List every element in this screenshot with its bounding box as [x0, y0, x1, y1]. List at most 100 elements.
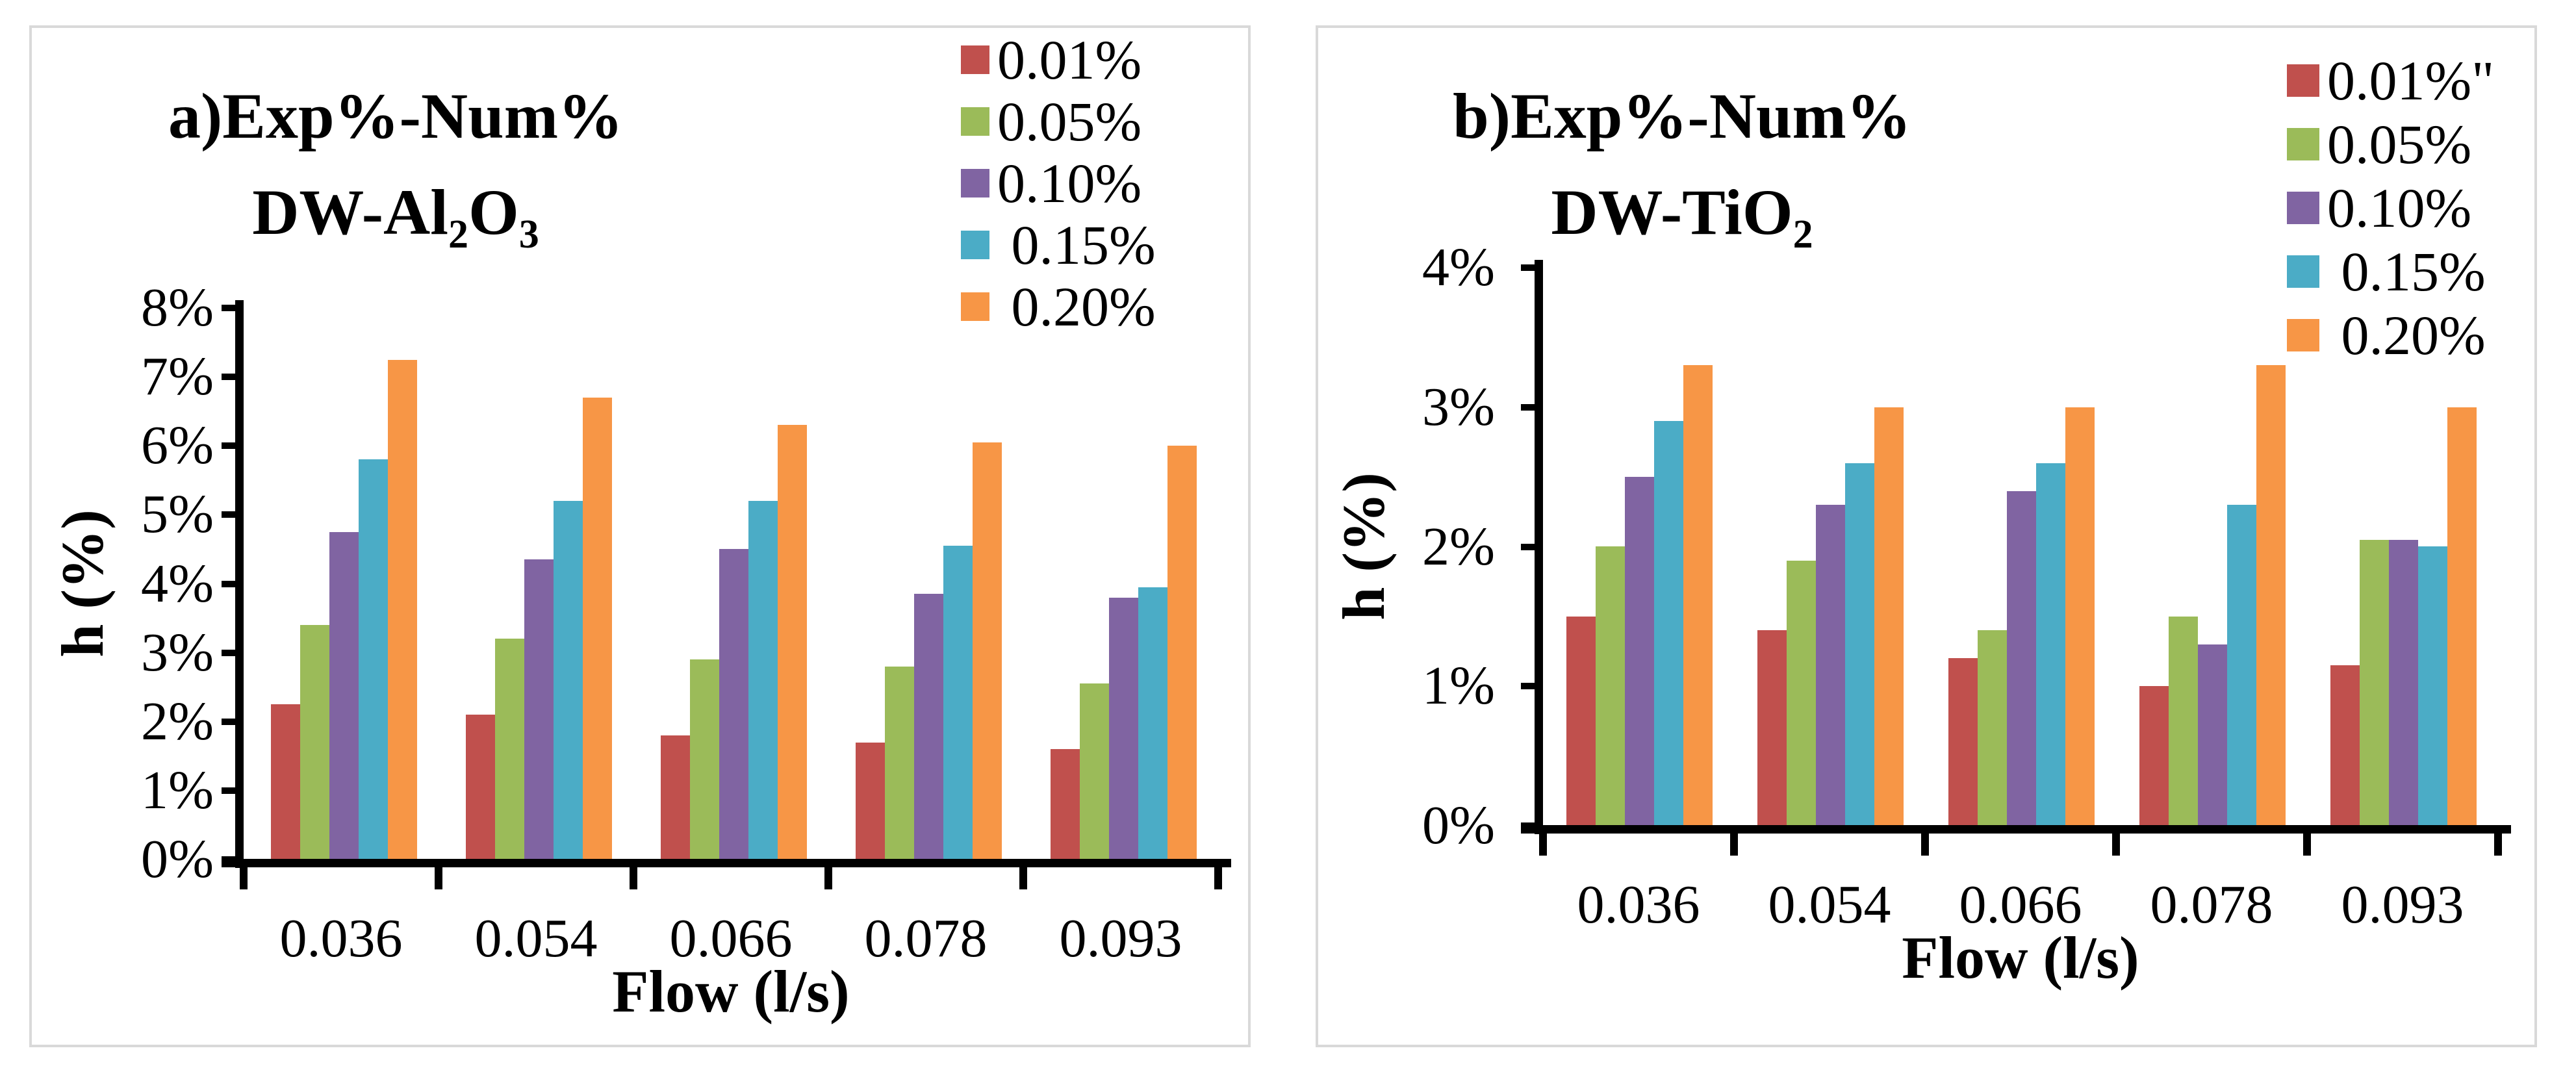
bar-0.20%-0.066: [778, 425, 807, 860]
bar-0.05%-0.093: [2360, 540, 2389, 826]
bar-0.05%-0.036: [1596, 546, 1625, 826]
bar-0.20%-0.036: [1683, 365, 1713, 826]
y-tick-4%: [1521, 264, 1543, 271]
text-run: DW-Al: [252, 176, 448, 248]
x-tick-label-0.054: 0.054: [474, 908, 598, 969]
y-tick-7%: [222, 374, 244, 380]
bar-0.05%-0.078: [2169, 617, 2198, 826]
y-tick-4%: [222, 581, 244, 587]
legend-swatch-0.20%: [961, 292, 989, 321]
y-tick-label-1%: 1%: [1422, 656, 1495, 716]
y-tick-label-2%: 2%: [1422, 516, 1495, 577]
x-tick-label-0.054: 0.054: [1768, 874, 1891, 935]
x-tick-2: [630, 866, 637, 889]
legend-swatch-0.10%: [2287, 192, 2319, 224]
bar-0.10%-0.078: [914, 594, 943, 860]
legend-label-0.01%: 0.01%": [2327, 49, 2495, 112]
subscript-text: 2: [1792, 212, 1813, 257]
x-tick-label-0.036: 0.036: [1577, 874, 1700, 935]
chart-b-x-axis-title: Flow (l/s): [1902, 924, 2139, 991]
bar-0.20%-0.078: [2256, 365, 2286, 826]
y-tick-label-7%: 7%: [141, 346, 214, 407]
bar-0.10%-0.078: [2198, 644, 2227, 826]
legend-swatch-0.15%: [2287, 255, 2319, 288]
x-tick-3: [824, 866, 832, 889]
bar-0.01%-0.078: [2139, 686, 2169, 826]
legend-label-0.15%: 0.15%: [997, 214, 1156, 276]
panel-chart-a: a)Exp%-Num% DW-Al2O3 h (%) Flow (l/s) 0%…: [29, 25, 1251, 1047]
subscript-text: 2: [448, 212, 468, 257]
bar-0.20%-0.078: [973, 442, 1002, 860]
x-tick-label-0.078: 0.078: [864, 908, 988, 969]
bar-0.01%-0.066: [1948, 658, 1978, 826]
x-axis-line: [1521, 825, 2511, 834]
bar-0.20%-0.093: [2447, 407, 2477, 826]
y-tick-label-5%: 5%: [141, 484, 214, 544]
y-tick-8%: [222, 305, 244, 311]
x-tick-4: [1019, 866, 1027, 889]
x-tick-label-0.066: 0.066: [1959, 874, 2082, 935]
bar-0.10%-0.066: [2007, 491, 2036, 826]
bar-0.05%-0.066: [1978, 630, 2007, 826]
bar-0.05%-0.054: [1787, 561, 1816, 826]
legend-label-0.20%: 0.20%: [2327, 304, 2486, 366]
bar-0.01%-0.093: [1051, 749, 1080, 860]
y-tick-0%: [222, 856, 244, 863]
bar-0.20%-0.036: [388, 360, 417, 860]
bar-0.10%-0.093: [1109, 598, 1138, 860]
x-tick-label-0.066: 0.066: [669, 908, 793, 969]
chart-a-title-line1: a)Exp%-Num%: [168, 80, 624, 152]
y-tick-label-6%: 6%: [141, 415, 214, 476]
y-tick-label-1%: 1%: [141, 760, 214, 821]
bar-0.05%-0.093: [1080, 683, 1109, 860]
bar-0.10%-0.036: [329, 532, 359, 860]
chart-a-title: a)Exp%-Num% DW-Al2O3: [38, 68, 753, 261]
y-tick-1%: [222, 787, 244, 794]
y-tick-label-0%: 0%: [141, 829, 214, 889]
bar-0.10%-0.054: [1816, 505, 1845, 826]
x-tick-1: [435, 866, 442, 889]
y-tick-0%: [1521, 822, 1543, 829]
bar-0.01%-0.093: [2330, 665, 2360, 826]
y-tick-2%: [1521, 544, 1543, 550]
bar-0.05%-0.036: [300, 625, 329, 860]
bar-0.15%-0.066: [748, 501, 778, 860]
bar-0.20%-0.066: [2065, 407, 2095, 826]
legend-label-0.01%: 0.01%: [997, 29, 1142, 91]
y-tick-1%: [1521, 683, 1543, 689]
chart-b-title-line1: b)Exp%-Num%: [1453, 80, 1911, 152]
legend-swatch-0.01%: [2287, 64, 2319, 97]
chart-b-title: b)Exp%-Num% DW-TiO2: [1325, 68, 2039, 261]
chart-b-title-line2: DW-TiO2: [1325, 164, 2039, 261]
bar-0.20%-0.054: [583, 398, 612, 860]
subscript-text: 3: [518, 212, 539, 257]
y-tick-label-3%: 3%: [1422, 377, 1495, 437]
x-axis-line: [222, 859, 1231, 867]
chart-a-title-line2: DW-Al2O3: [38, 164, 753, 261]
y-tick-5%: [222, 511, 244, 518]
bar-0.10%-0.036: [1625, 477, 1654, 826]
bar-0.05%-0.078: [885, 667, 914, 860]
bar-0.15%-0.054: [1845, 463, 1874, 826]
legend-swatch-0.01%: [961, 45, 989, 74]
x-tick-0: [240, 866, 248, 889]
x-tick-1: [1730, 832, 1738, 856]
chart-a-x-axis-title: Flow (l/s): [612, 958, 850, 1025]
y-tick-6%: [222, 442, 244, 449]
bar-0.01%-0.054: [1757, 630, 1787, 826]
y-tick-label-4%: 4%: [141, 554, 214, 614]
legend-label-0.05%: 0.05%: [997, 90, 1142, 153]
text-run: DW-TiO: [1551, 176, 1793, 248]
legend-label-0.10%: 0.10%: [997, 152, 1142, 214]
y-tick-2%: [222, 719, 244, 725]
y-tick-label-4%: 4%: [1422, 237, 1495, 298]
bar-0.15%-0.078: [943, 546, 973, 860]
legend-swatch-0.15%: [961, 231, 989, 259]
y-tick-3%: [222, 650, 244, 656]
panel-chart-b: b)Exp%-Num% DW-TiO2 h (%) Flow (l/s) 0% 1…: [1316, 25, 2537, 1047]
bar-0.01%-0.054: [466, 715, 495, 860]
x-tick-5: [2494, 832, 2502, 856]
bar-0.15%-0.036: [359, 459, 388, 860]
bar-0.01%-0.066: [661, 735, 690, 860]
